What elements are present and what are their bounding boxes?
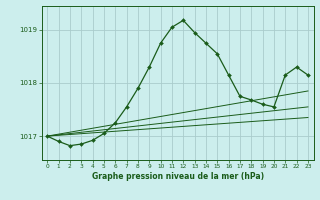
- X-axis label: Graphe pression niveau de la mer (hPa): Graphe pression niveau de la mer (hPa): [92, 172, 264, 181]
